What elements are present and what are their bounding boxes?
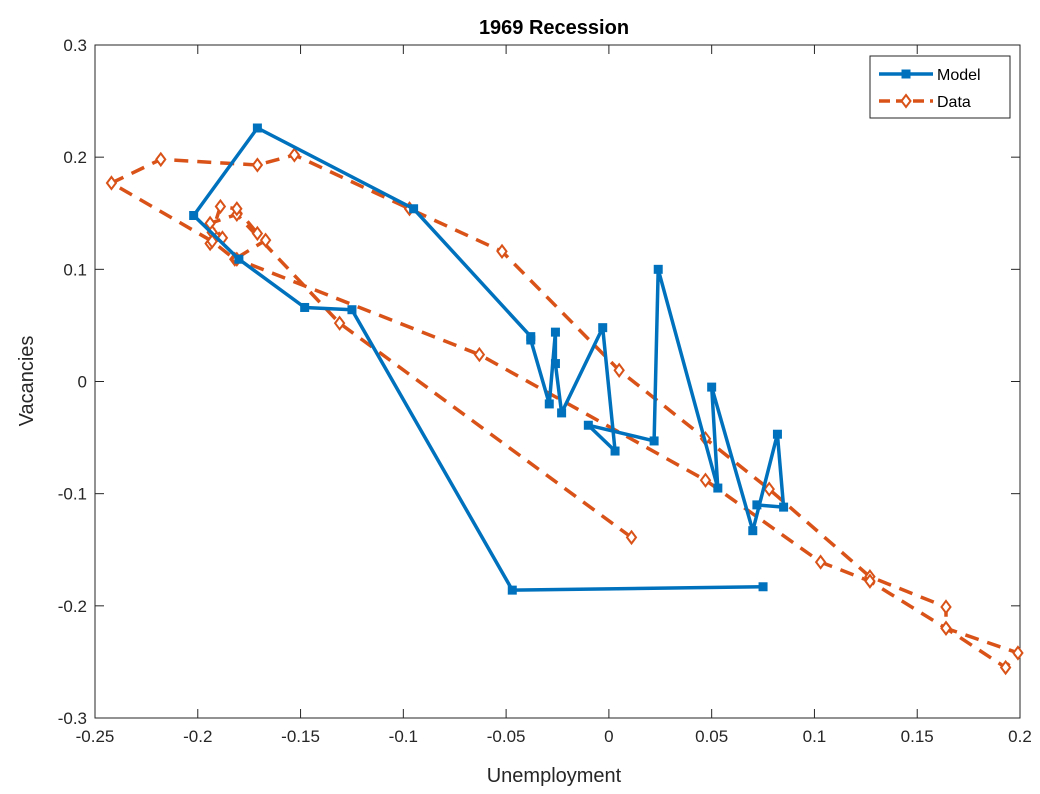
data-point-model (507, 585, 517, 595)
data-point-data (940, 599, 952, 615)
data-point-data (864, 573, 876, 589)
x-tick-label: 0.15 (901, 727, 934, 746)
y-tick-label: 0.3 (63, 36, 87, 55)
chart-title: 1969 Recession (479, 17, 629, 39)
data-point-data (333, 315, 346, 331)
series-model (189, 123, 789, 595)
data-point-data (613, 362, 625, 378)
data-point-data (814, 554, 827, 570)
x-tick-label: -0.2 (183, 727, 212, 746)
y-tick-label: -0.1 (58, 485, 87, 504)
data-point-model (598, 323, 608, 333)
data-point-data (105, 175, 118, 191)
legend-box (869, 55, 1011, 119)
x-tick-label: -0.05 (487, 727, 526, 746)
data-point-data (214, 198, 227, 215)
plot-area: -0.25 -0.2 -0.15 -0.1 -0.05 0 0.05 0.1 0.15 0.2 -0… (58, 36, 1032, 746)
x-tick-label: -0.25 (76, 727, 115, 746)
data-point-data (473, 346, 486, 363)
x-tick-label: 0 (604, 727, 613, 746)
data-point-data (231, 201, 243, 217)
data-point-model (779, 502, 789, 512)
legend-marker-data (900, 93, 912, 109)
legend-label-data: Data (937, 94, 971, 111)
x-axis-label: Unemployment (487, 765, 622, 787)
data-point-model (758, 582, 768, 592)
data-point-model (610, 446, 620, 456)
data-point-model (713, 483, 723, 493)
data-point-model (234, 254, 244, 264)
data-point-data (1012, 645, 1024, 661)
data-point-data (940, 620, 952, 636)
data-point-data (251, 225, 264, 242)
legend-label-model: Model (937, 67, 981, 84)
series-layer (105, 123, 1024, 676)
data-point-model (752, 500, 762, 510)
data-point-data (496, 243, 508, 260)
legend-marker-model (901, 69, 911, 79)
data-point-model (557, 408, 567, 418)
data-point-model (748, 526, 758, 536)
data-point-model (409, 204, 419, 214)
data-point-model (189, 210, 199, 220)
data-point-model (347, 305, 357, 315)
y-axis-label: Vacancies (16, 336, 38, 427)
x-tick-label: 0.2 (1008, 727, 1032, 746)
data-point-model (550, 359, 560, 369)
data-point-data (999, 659, 1012, 676)
data-point-data (251, 157, 264, 173)
y-tick-label: 0.2 (63, 148, 87, 167)
data-point-model (583, 420, 593, 430)
data-point-data (206, 233, 218, 249)
data-point-model (300, 302, 310, 312)
data-point-data (155, 151, 167, 168)
data-point-model (544, 399, 554, 409)
x-tick-label: -0.15 (281, 727, 320, 746)
axis-ticks: -0.25 -0.2 -0.15 -0.1 -0.05 0 0.05 0.1 0.15 0.2 -0… (58, 36, 1032, 746)
data-point-data (699, 472, 712, 488)
x-tick-label: 0.1 (803, 727, 827, 746)
data-point-model (653, 264, 663, 274)
data-point-model (707, 382, 717, 392)
y-tick-label: -0.2 (58, 597, 87, 616)
data-point-model (649, 436, 659, 446)
x-tick-label: -0.1 (389, 727, 418, 746)
data-point-model (550, 327, 560, 337)
legend-item-data: Data (879, 93, 971, 111)
data-point-data (763, 481, 775, 497)
x-tick-label: 0.05 (695, 727, 728, 746)
data-point-data (259, 232, 272, 248)
series-data (105, 147, 1024, 676)
y-tick-label: 0.1 (63, 260, 87, 279)
legend: Model Data (869, 55, 1011, 119)
legend-item-model: Model (879, 67, 981, 84)
y-tick-label: 0 (78, 373, 87, 392)
data-point-model (772, 429, 782, 439)
data-point-data (625, 529, 638, 546)
data-point-data (288, 147, 301, 163)
data-point-model (252, 123, 262, 133)
data-point-model (526, 335, 536, 345)
y-tick-label: -0.3 (58, 709, 87, 728)
